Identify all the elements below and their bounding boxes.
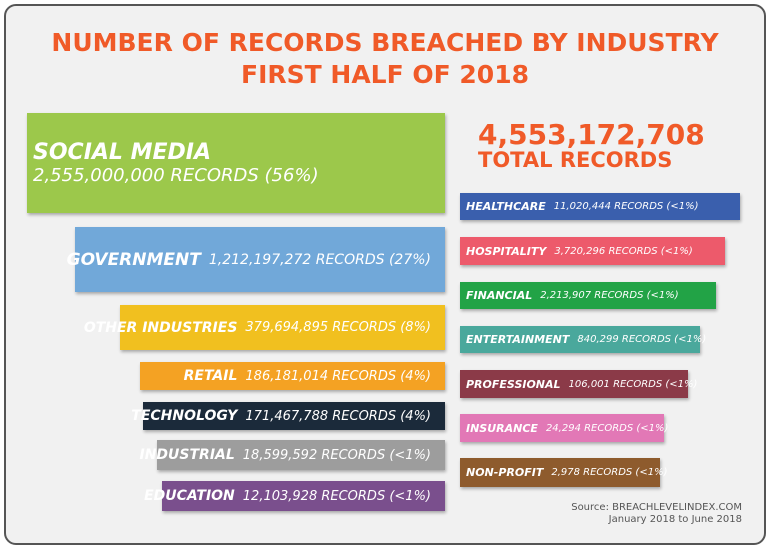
industry-records: 12,103,928 RECORDS (<1%) <box>242 488 431 504</box>
industry-name: SOCIAL MEDIA <box>33 140 211 165</box>
industry-records: 1,212,197,272 RECORDS (27%) <box>208 251 431 268</box>
industry-name: RETAIL <box>183 368 238 384</box>
industry-records: 186,181,014 RECORDS (4%) <box>245 368 431 384</box>
industry-records: 3,720,296 RECORDS (<1%) <box>554 245 693 257</box>
industry-name: FINANCIAL <box>466 289 533 302</box>
industry-name: EDUCATION <box>144 488 235 504</box>
industry-box: OTHER INDUSTRIES 379,694,895 RECORDS (8%) <box>84 305 445 350</box>
industry-name: GOVERNMENT <box>66 249 201 270</box>
industry-records: 11,020,444 RECORDS (<1%) <box>553 201 699 212</box>
title: NUMBER OF RECORDS BREACHED BY INDUSTRY <box>51 28 719 57</box>
industry-box: INDUSTRIAL 18,599,592 RECORDS (<1%) <box>139 440 445 470</box>
industry-records: 171,467,788 RECORDS (4%) <box>245 408 431 424</box>
industry-records: 2,978 RECORDS (<1%) <box>551 467 668 478</box>
industry-records: 379,694,895 RECORDS (8%) <box>245 320 431 335</box>
industry-records: 2,555,000,000 RECORDS (56%) <box>33 165 319 186</box>
industry-box: ENTERTAINMENT 840,299 RECORDS (<1%) <box>460 326 706 353</box>
total-value: 4,553,172,708 <box>478 118 705 151</box>
total-label: TOTAL RECORDS <box>478 148 673 172</box>
industry-box: NON-PROFIT 2,978 RECORDS (<1%) <box>460 458 667 487</box>
industry-box: PROFESSIONAL 106,001 RECORDS (<1%) <box>460 370 697 398</box>
industry-name: HOSPITALITY <box>466 244 547 258</box>
industry-box: TECHNOLOGY 171,467,788 RECORDS (4%) <box>131 402 445 430</box>
industry-name: ENTERTAINMENT <box>466 333 570 346</box>
industry-box: GOVERNMENT 1,212,197,272 RECORDS (27%) <box>67 227 445 292</box>
industry-records: 24,294 RECORDS (<1%) <box>545 422 669 434</box>
industry-box: EDUCATION 12,103,928 RECORDS (<1%) <box>144 481 445 511</box>
subtitle: FIRST HALF OF 2018 <box>241 60 529 89</box>
industry-records: 2,213,907 RECORDS (<1%) <box>540 290 679 301</box>
industry-box: HEALTHCARE 11,020,444 RECORDS (<1%) <box>460 193 740 220</box>
industry-box: INSURANCE 24,294 RECORDS (<1%) <box>460 414 668 442</box>
industry-name: OTHER INDUSTRIES <box>83 319 238 336</box>
industry-box: FINANCIAL 2,213,907 RECORDS (<1%) <box>460 282 716 309</box>
industry-records: 840,299 RECORDS (<1%) <box>577 334 707 345</box>
industry-records: 106,001 RECORDS (<1%) <box>568 378 698 390</box>
industry-box: HOSPITALITY 3,720,296 RECORDS (<1%) <box>460 237 725 265</box>
industry-name: INSURANCE <box>466 421 538 435</box>
industry-name: TECHNOLOGY <box>131 408 238 424</box>
source: Source: BREACHLEVELINDEX.COM <box>571 502 742 513</box>
industry-name: INDUSTRIAL <box>139 447 235 463</box>
industry-box: RETAIL 186,181,014 RECORDS (4%) <box>140 362 445 390</box>
industry-name: HEALTHCARE <box>466 200 546 213</box>
source-dates: January 2018 to June 2018 <box>608 514 742 525</box>
industry-box: SOCIAL MEDIA 2,555,000,000 RECORDS (56%) <box>27 113 445 213</box>
industry-records: 18,599,592 RECORDS (<1%) <box>242 447 431 463</box>
industry-name: PROFESSIONAL <box>466 377 561 391</box>
industry-name: NON-PROFIT <box>466 466 544 479</box>
